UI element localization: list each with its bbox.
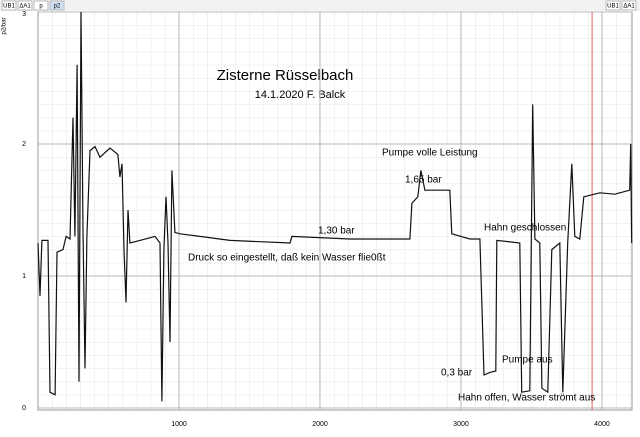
annotation: Hahn offen, Wasser strömt aus (458, 393, 595, 404)
toolbar-label: ΔA1 (19, 4, 31, 10)
chart-subtitle: 14.1.2020 F. Balck (255, 89, 346, 101)
toolbar (0, 0, 640, 11)
toolbar-label: UB1 (607, 4, 619, 10)
y-tick-label: 2 (22, 141, 26, 148)
toolbar-button[interactable] (17, 0, 33, 11)
toolbar-button[interactable] (49, 0, 65, 11)
toolbar-button[interactable] (33, 0, 49, 11)
annotation: Pumpe volle Leistung (382, 148, 478, 159)
plot-area (37, 11, 633, 411)
data-line (37, 11, 633, 402)
toolbar-button[interactable] (605, 0, 621, 11)
y-tick-label: 0 (22, 405, 26, 412)
annotation: Druck so eingestellt, daß kein Wasser fl… (188, 253, 386, 264)
x-tick-label: 4000 (594, 421, 610, 428)
toolbar-label: ΔA1 (623, 4, 635, 10)
x-tick-label: 3000 (453, 421, 469, 428)
chart-title: Zisterne Rüsselbach (217, 67, 354, 84)
annotation: Hahn geschlossen (484, 223, 566, 234)
toolbar-button[interactable] (1, 0, 17, 11)
y-axis-label: p2/bar (2, 17, 8, 34)
annotation: 1,65 bar (405, 175, 442, 186)
toolbar-button[interactable] (621, 0, 637, 11)
annotation: Pumpe aus (502, 355, 553, 366)
toolbar-label: p2 (54, 4, 61, 10)
x-tick-label: 1000 (171, 421, 187, 428)
x-tick-label: 2000 (312, 421, 328, 428)
annotation: 1,30 bar (318, 226, 355, 237)
toolbar-label: UB1 (3, 4, 15, 10)
y-tick-label: 3 (22, 11, 26, 18)
y-tick-label: 1 (22, 273, 26, 280)
annotation: 0,3 bar (441, 368, 473, 379)
toolbar-label: p (39, 4, 43, 10)
